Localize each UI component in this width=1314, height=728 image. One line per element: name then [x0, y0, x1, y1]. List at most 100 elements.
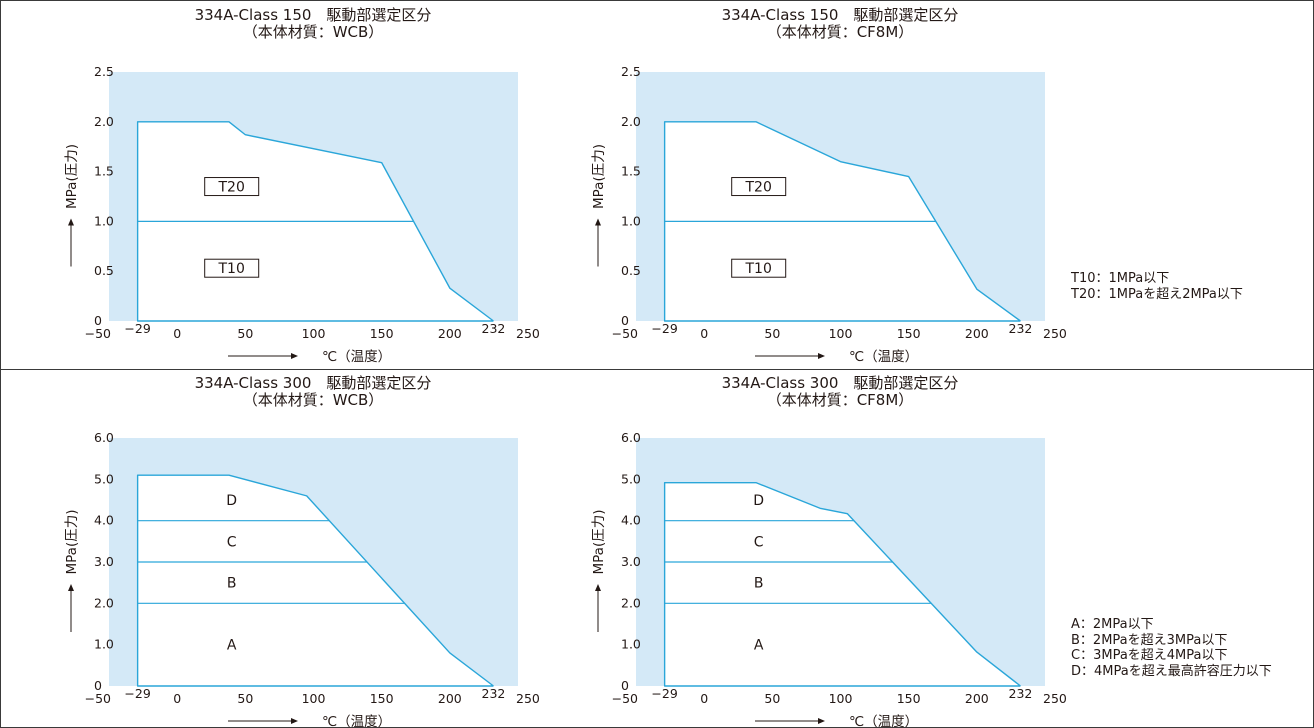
x-tick-label: 232: [1009, 321, 1033, 336]
y-tick-label: 2.5: [94, 64, 114, 79]
x-tick-label: 250: [1043, 326, 1067, 341]
y-axis-label: MPa(圧力): [64, 144, 80, 209]
chart-class150-wcb: 0 0.5 1.0 1.5 2.0 2.5 −50 −29 0 50 100 150 200 232 250…: [64, 6, 540, 365]
x-axis-label: ℃（温度）: [322, 349, 391, 365]
legend-item-b: B：2MPaを超え3MPa以下: [1071, 632, 1228, 648]
x-tick-label: −50: [85, 691, 111, 706]
zone-label-box: [731, 177, 787, 197]
x-tick-label: −50: [612, 326, 638, 341]
zone-label: A: [754, 638, 764, 654]
x-tick-label: 0: [700, 691, 708, 706]
boundary-curve: [663, 121, 1021, 322]
zone-label: D: [753, 493, 764, 509]
y-axis-label: MPa(圧力): [64, 510, 80, 575]
y-tick-label: 6.0: [94, 430, 114, 445]
y-tick-label: 0: [94, 313, 102, 328]
y-tick-label: 3.0: [621, 554, 641, 569]
x-tick-label: 150: [897, 691, 921, 706]
legend-item-t10: T10：1MPa以下: [1071, 271, 1170, 286]
y-tick-label: 1.0: [94, 637, 114, 652]
y-tick-label: 1.0: [621, 637, 641, 652]
x-tick-label: 250: [516, 326, 540, 341]
y-axis-label: MPa(圧力): [591, 510, 607, 575]
y-tick-label: 1.0: [94, 213, 114, 228]
y-tick-label: 2.0: [621, 595, 641, 610]
legend-top: T10：1MPa以下 T20：1MPaを超え2MPa以下: [1071, 271, 1243, 302]
y-axis-arrow-head: [595, 584, 601, 591]
x-tick-label: 200: [438, 326, 462, 341]
chart-class150-cf8m: 0 0.5 1.0 1.5 2.0 2.5 −50 −29 0 50 100 150 200 232 250…: [591, 6, 1067, 365]
x-tick-label: 200: [438, 691, 462, 706]
allowable-region: [664, 482, 1021, 686]
y-tick-label: 4.0: [621, 513, 641, 528]
legend-item-t20: T20：1MPaを超え2MPa以下: [1071, 286, 1243, 302]
x-tick-label: 0: [173, 326, 181, 341]
x-tick-label: 232: [482, 321, 506, 336]
y-tick-label: 2.0: [621, 114, 641, 129]
boundary-curve: [663, 481, 1021, 687]
y-axis-arrow-head: [595, 218, 601, 226]
chart-class300-wcb: 0 1.0 2.0 3.0 4.0 5.0 6.0 −50 −29 0 50 100 150 200 232…: [64, 374, 540, 728]
zone-label: B: [227, 576, 237, 592]
zone-label: C: [227, 534, 237, 550]
zone-label-box: [204, 177, 260, 197]
y-tick-label: 1.0: [621, 213, 641, 228]
zone-label: D: [226, 493, 237, 509]
x-tick-label: 200: [965, 326, 989, 341]
zone-label: B: [754, 576, 764, 592]
y-tick-label: 5.0: [94, 471, 114, 486]
y-tick-label: 2.0: [94, 114, 114, 129]
legend-bottom: A：2MPa以下 B：2MPaを超え3MPa以下 C：3MPaを超え4MPa以下…: [1071, 617, 1272, 679]
x-tick-label: 50: [237, 326, 253, 341]
x-tick-label: −29: [124, 686, 150, 701]
y-axis-arrow-head: [68, 218, 74, 226]
zone-label: T20: [745, 180, 772, 196]
x-tick-label: 150: [370, 691, 394, 706]
x-tick-label: 50: [237, 691, 253, 706]
y-tick-label: 3.0: [94, 554, 114, 569]
chart-title: 334A-Class 150 駆動部選定区分: [195, 6, 432, 24]
y-axis-label: MPa(圧力): [591, 144, 607, 209]
zone-label-box: [731, 258, 787, 278]
x-axis-arrow-head: [818, 718, 825, 724]
x-tick-label: 232: [482, 686, 506, 701]
x-tick-label: −50: [85, 326, 111, 341]
legend-item-c: C：3MPaを超え4MPa以下: [1071, 648, 1228, 663]
x-axis-arrow-head: [291, 718, 298, 724]
y-tick-label: 4.0: [94, 513, 114, 528]
y-tick-label: 0: [94, 678, 102, 693]
zone-label: C: [754, 534, 764, 550]
y-tick-label: 1.5: [94, 164, 114, 179]
x-axis-label: ℃（温度）: [322, 714, 391, 728]
legend-item-d: D：4MPaを超え最高許容圧力以下: [1071, 663, 1272, 679]
x-axis-label: ℃（温度）: [849, 349, 918, 365]
chart-title: 334A-Class 300 駆動部選定区分: [722, 374, 959, 392]
zone-label: T10: [745, 261, 772, 277]
x-tick-label: −29: [651, 686, 677, 701]
y-tick-label: 0.5: [94, 263, 114, 278]
y-tick-label: 1.5: [621, 164, 641, 179]
chart-subtitle: （本体材質：CF8M）: [767, 23, 914, 41]
x-tick-label: 232: [1009, 686, 1033, 701]
x-tick-label: 250: [516, 691, 540, 706]
y-tick-label: 0: [621, 313, 629, 328]
x-tick-label: 50: [764, 326, 780, 341]
legend-item-a: A：2MPa以下: [1071, 617, 1154, 632]
zone-label-box: [204, 258, 260, 278]
x-tick-label: 250: [1043, 691, 1067, 706]
y-tick-label: 6.0: [621, 430, 641, 445]
x-tick-label: 100: [302, 691, 326, 706]
row-divider: [0, 369, 1314, 370]
zone-label: A: [227, 638, 237, 654]
x-tick-label: 50: [764, 691, 780, 706]
x-axis-label: ℃（温度）: [849, 714, 918, 728]
y-tick-label: 2.0: [94, 595, 114, 610]
y-tick-label: 2.5: [621, 64, 641, 79]
x-tick-label: 100: [829, 691, 853, 706]
x-tick-label: −50: [612, 691, 638, 706]
x-tick-label: −29: [651, 321, 677, 336]
y-tick-label: 0.5: [621, 263, 641, 278]
chart-class300-cf8m: 0 1.0 2.0 3.0 4.0 5.0 6.0 −50 −29 0 50 100 150 200 232…: [591, 374, 1067, 728]
chart-subtitle: （本体材質：WCB）: [243, 391, 384, 409]
x-axis-arrow-head: [291, 353, 298, 359]
